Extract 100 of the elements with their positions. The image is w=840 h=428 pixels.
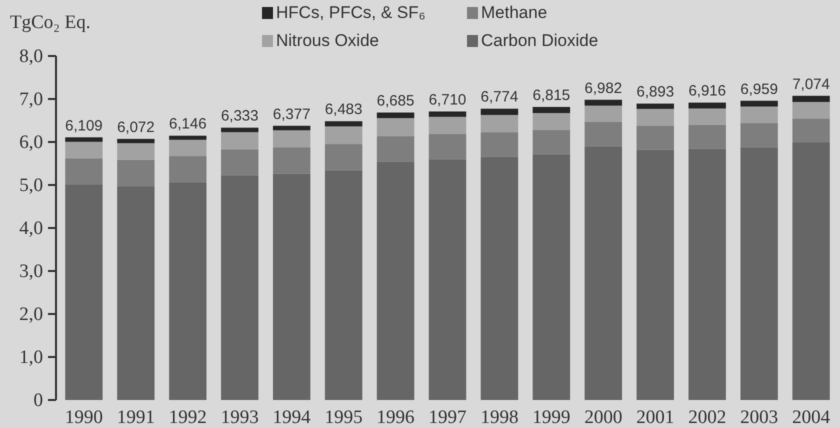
bar	[65, 158, 103, 184]
bar	[221, 149, 258, 176]
total-label: 6,483	[324, 101, 362, 118]
bar	[117, 186, 155, 400]
x-tick-label: 1996	[376, 406, 415, 428]
x-tick-label: 1994	[272, 406, 312, 428]
bar	[324, 170, 362, 400]
bar	[65, 137, 103, 142]
bar	[480, 156, 518, 400]
bar	[272, 130, 310, 148]
bar	[428, 159, 466, 400]
x-tick-label: 1991	[116, 406, 155, 428]
total-label: 6,815	[532, 86, 570, 104]
legend-label: HFCs, PFCs, & SF₆	[276, 3, 426, 22]
x-tick-label: 1998	[480, 406, 518, 428]
bar	[272, 174, 310, 400]
total-label: 7,074	[792, 76, 830, 93]
total-label: 6,916	[688, 82, 726, 100]
y-tick-label: 4,0	[19, 218, 43, 240]
legend-label: Carbon Dioxide	[481, 31, 598, 50]
total-label: 6,685	[376, 92, 414, 110]
bar	[792, 118, 830, 143]
total-label: 6,774	[480, 88, 518, 106]
bar	[532, 106, 570, 114]
total-label: 6,146	[169, 116, 207, 133]
bar	[169, 140, 206, 156]
bar	[532, 130, 570, 154]
bar	[428, 134, 466, 160]
bar	[169, 136, 206, 140]
bar	[584, 106, 622, 122]
total-label: 6,710	[428, 91, 466, 108]
bar	[221, 175, 258, 400]
total-label: 6,109	[65, 117, 103, 134]
bar	[792, 102, 830, 119]
bar	[688, 102, 726, 108]
bar	[740, 100, 778, 107]
bar	[65, 184, 103, 400]
bar	[688, 148, 726, 400]
x-tick-label: 1995	[324, 406, 363, 428]
bar	[584, 122, 622, 146]
bar	[221, 132, 258, 150]
x-tick-label: 1992	[168, 406, 207, 428]
total-label: 6,377	[272, 106, 310, 123]
bar	[532, 154, 570, 400]
bar	[428, 116, 466, 134]
total-label: 6,333	[220, 108, 258, 125]
bar	[117, 138, 155, 144]
bar	[376, 136, 414, 162]
bar	[272, 126, 310, 130]
bar	[480, 114, 518, 132]
bar	[169, 156, 206, 182]
y-tick-label: 7,0	[19, 89, 43, 110]
bar	[117, 143, 155, 160]
total-label: 6,072	[117, 118, 155, 136]
bar	[221, 128, 258, 132]
bar	[584, 100, 622, 106]
bar	[584, 146, 622, 400]
y-tick-label: 1,0	[19, 347, 43, 368]
x-tick-label: 1999	[532, 406, 570, 428]
bar	[532, 113, 570, 130]
bar	[740, 106, 778, 124]
y-tick-label: 6,0	[19, 132, 43, 154]
total-label: 6,982	[584, 80, 622, 97]
bar	[480, 108, 518, 115]
bar	[65, 142, 103, 158]
x-tick-label: 2003	[740, 406, 778, 428]
y-tick-label: 5,0	[19, 175, 43, 196]
x-tick-label: 2000	[584, 406, 622, 428]
bar	[376, 112, 414, 118]
y-tick-label: 0	[34, 390, 43, 412]
y-axis-title: TgCo₂ Eq.	[10, 12, 91, 33]
bar	[688, 124, 726, 149]
x-tick-label: 1990	[64, 406, 103, 428]
bar	[272, 148, 310, 174]
bar	[324, 121, 362, 126]
y-tick-label: 2,0	[19, 304, 43, 326]
y-tick-label: 3,0	[19, 261, 43, 282]
bar	[117, 160, 155, 186]
legend-label: Nitrous Oxide	[276, 31, 379, 50]
bar	[480, 132, 518, 157]
bar	[324, 144, 362, 170]
x-tick-label: 1993	[220, 406, 259, 428]
bar	[324, 126, 362, 144]
x-tick-label: 2002	[688, 406, 726, 428]
bar	[376, 118, 414, 136]
x-tick-label: 1997	[428, 406, 466, 428]
total-label: 6,893	[636, 84, 674, 101]
bar	[376, 162, 414, 400]
bar	[636, 108, 674, 126]
bar	[792, 142, 830, 400]
legend-label: Methane	[481, 3, 548, 22]
y-tick-label: 8,0	[19, 46, 43, 68]
bar	[636, 104, 674, 109]
bar	[792, 96, 830, 102]
x-tick-label: 2004	[792, 406, 831, 428]
bar	[740, 123, 778, 148]
x-tick-label: 2001	[636, 406, 674, 428]
bar	[636, 150, 674, 400]
bar	[740, 147, 778, 400]
bar	[688, 108, 726, 125]
